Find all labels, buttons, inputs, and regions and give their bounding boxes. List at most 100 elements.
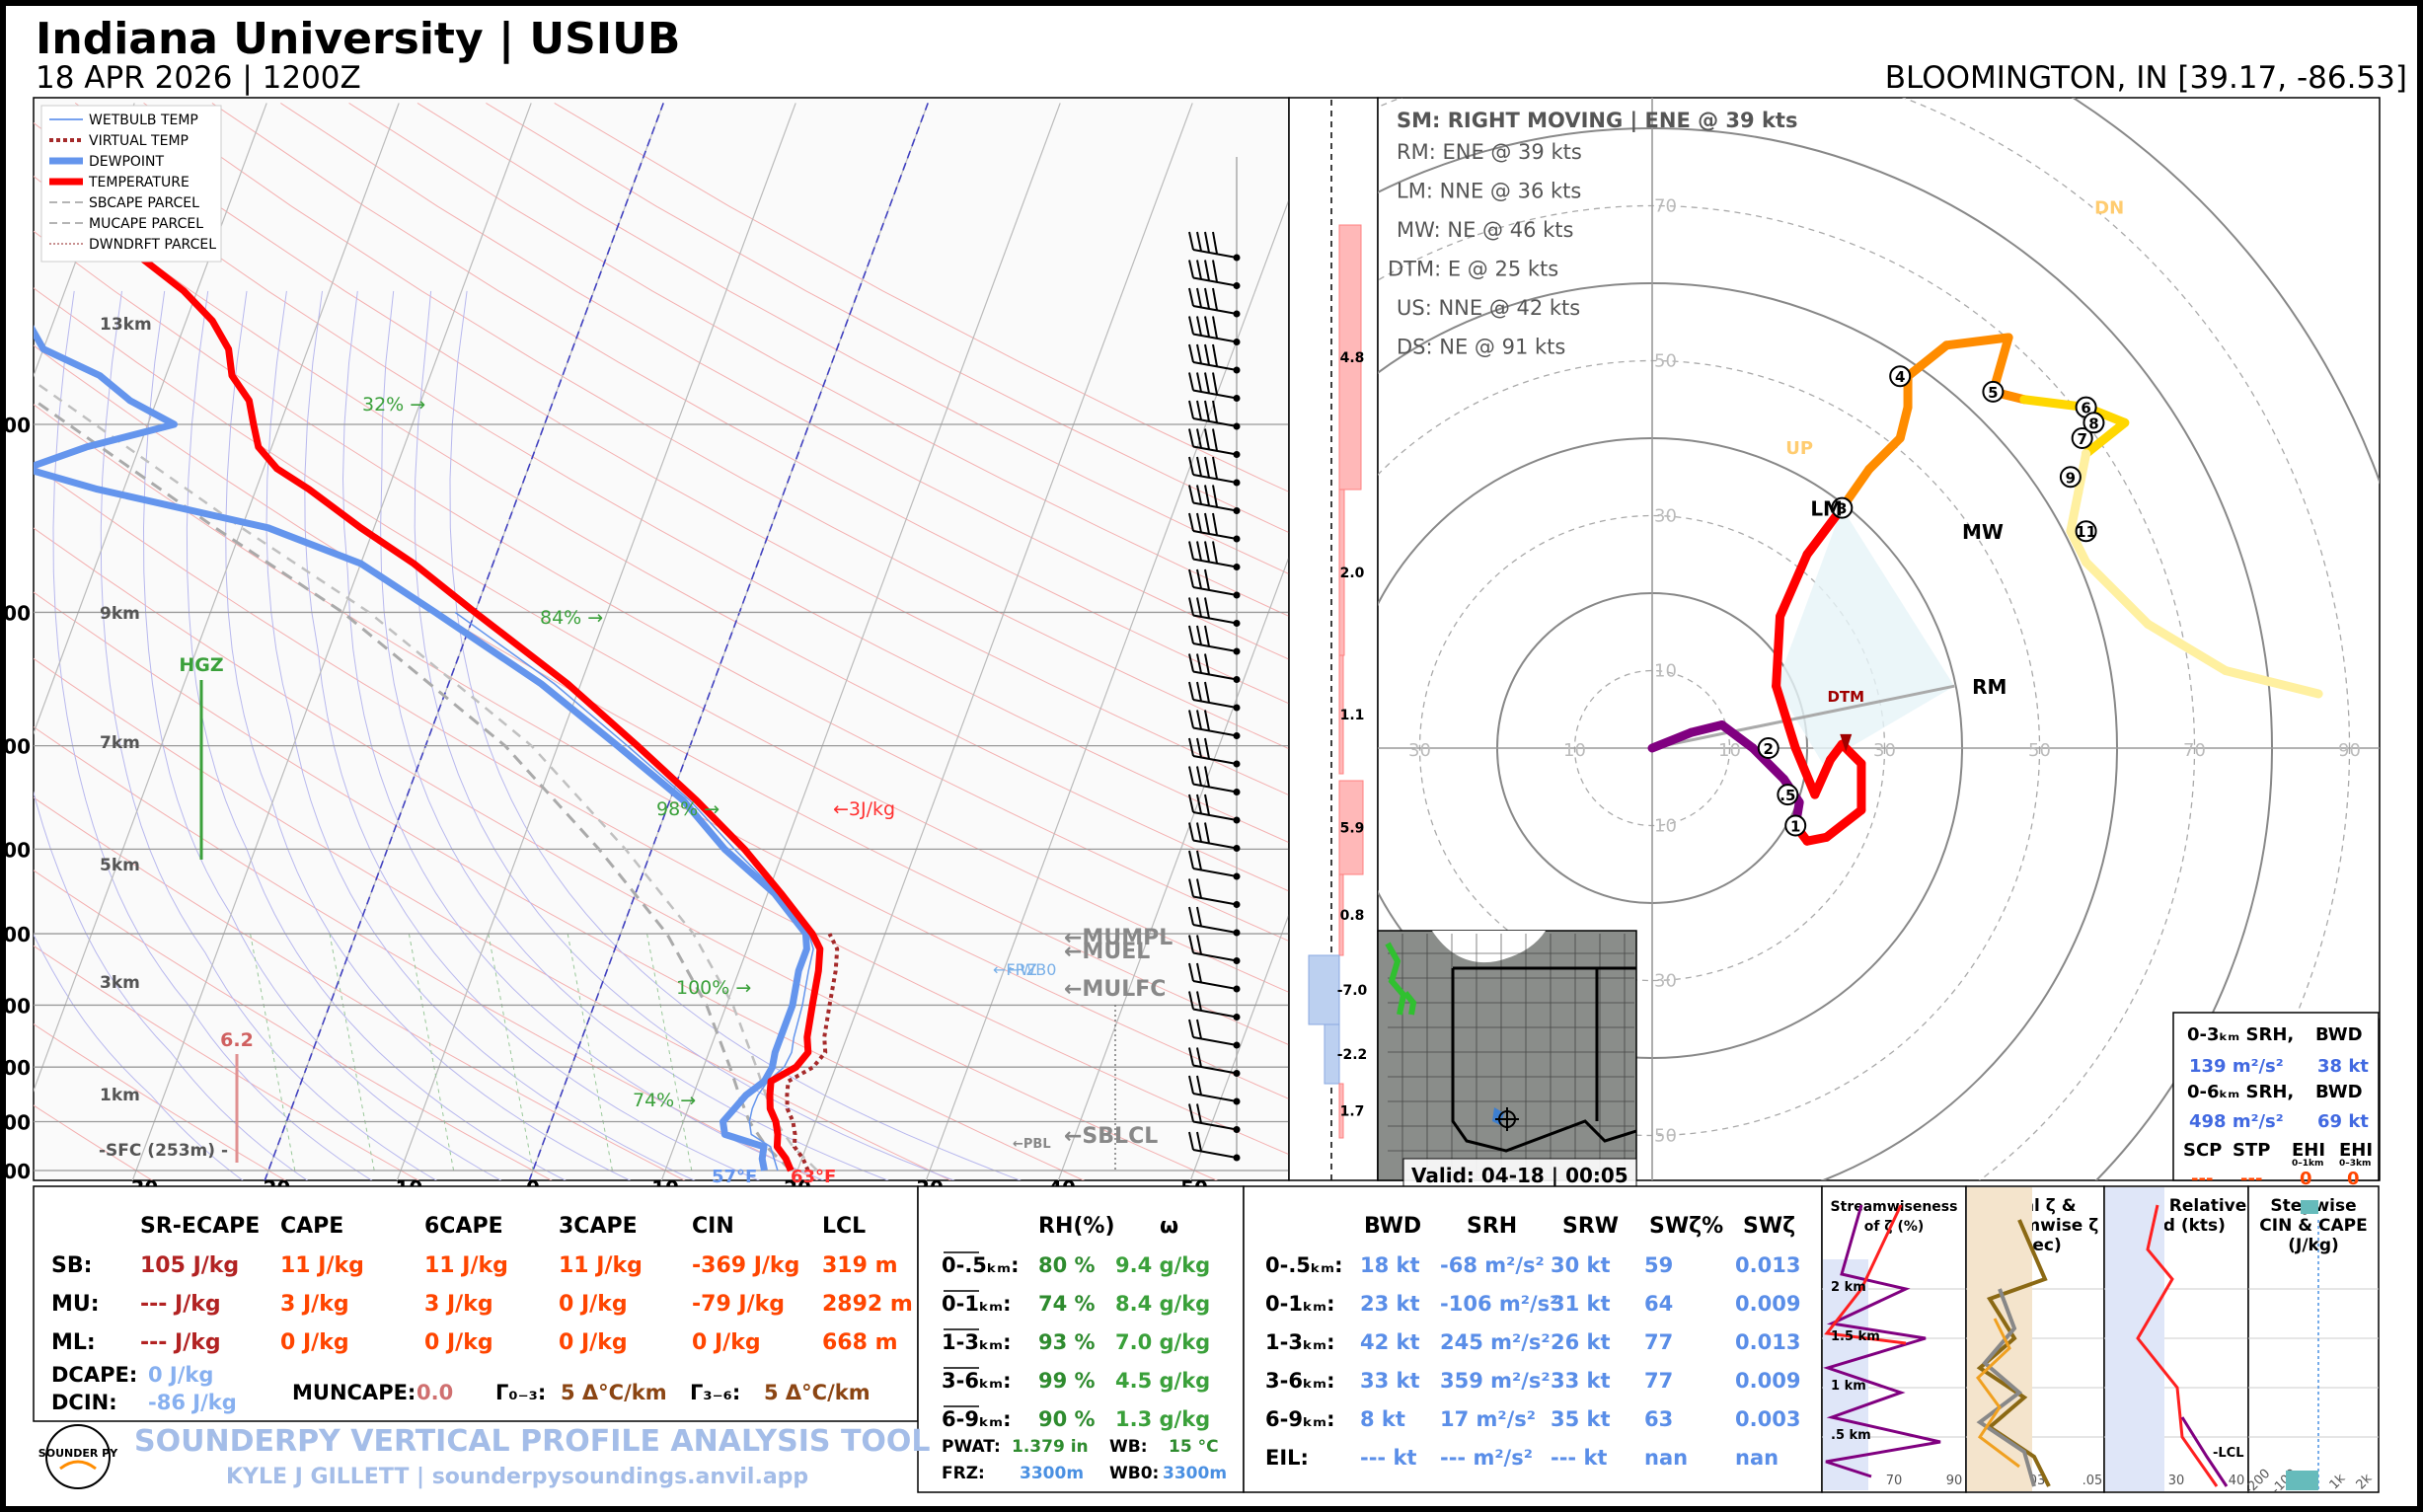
- wind-barb-flag: [1196, 822, 1202, 843]
- kinematic-row-label: 3-6ₖₘ:: [1265, 1369, 1335, 1393]
- storm-motion-entry: US: NNE @ 42 kts: [1397, 296, 1580, 320]
- height-label: 7km: [100, 733, 140, 753]
- height-marker: [1831, 496, 1854, 519]
- wind-barb-flag: [1212, 260, 1218, 282]
- up-marker: UP: [1785, 438, 1813, 459]
- kinematic-cell: -68 m²/s²: [1440, 1253, 1545, 1277]
- srh-row2-label: 0-6ₖₘ SRH,: [2187, 1082, 2294, 1102]
- dtm-triangle: [1840, 733, 1853, 752]
- moisture-table-frame: [917, 1185, 1245, 1493]
- index-label: STP: [2233, 1140, 2270, 1161]
- rh-annotation: 98% →: [656, 798, 719, 820]
- wind-barb-flag: [1196, 231, 1202, 252]
- logo-swoosh: [59, 1460, 97, 1471]
- wind-barb-flag: [1188, 287, 1194, 307]
- wind-barb-flag: [1204, 343, 1210, 365]
- cape-bar: [2301, 1200, 2318, 1214]
- index-sub: 0–3km: [2339, 1159, 2371, 1169]
- pressure-tick-label: 700: [6, 994, 31, 1018]
- thermo-cell: -79 J/kg: [692, 1292, 785, 1317]
- hodograph-segment: [1810, 755, 1836, 799]
- wind-barb-flag: [1188, 512, 1194, 532]
- thermo-cell: 0 J/kg: [559, 1330, 628, 1355]
- thermo-row-label: SB:: [51, 1253, 92, 1278]
- thermo-cell: 2892 m: [822, 1292, 913, 1317]
- wind-barb-flag: [1204, 794, 1210, 815]
- wind-barb-flag: [1196, 794, 1202, 814]
- legend-entry: MUCAPE PARCEL: [89, 216, 203, 232]
- thermo-cell: 3 J/kg: [424, 1292, 493, 1317]
- wetbulb-profile: [454, 611, 814, 1172]
- thermo-cell: -369 J/kg: [692, 1253, 799, 1278]
- wind-barb-flag: [1212, 541, 1218, 564]
- dry-adiabat: [34, 1104, 154, 1180]
- wind-barb-flag: [1212, 316, 1218, 339]
- wind-barb-flag: [1196, 568, 1202, 589]
- theta-e-bar: [1324, 1023, 1340, 1085]
- page-title: Indiana University | USIUB: [36, 14, 681, 64]
- thermo-cell: 11 J/kg: [424, 1253, 508, 1278]
- wind-barb-flag: [1188, 1019, 1194, 1038]
- hodograph-segment: [1822, 805, 1866, 842]
- kinematic-cell: 0.009: [1735, 1369, 1800, 1393]
- hodograph-ring-label: 50: [1654, 351, 1677, 372]
- streamwiseness-line: [1823, 1204, 1941, 1478]
- rh-value: 80 %: [1038, 1253, 1096, 1277]
- wind-barb-flag: [1196, 991, 1202, 1012]
- height-marker: [1889, 365, 1912, 388]
- hodograph: 1010101030303030505050507070707090909090…: [1378, 98, 2380, 1180]
- height-marker: [1784, 814, 1807, 837]
- wind-barb-flag: [1196, 1103, 1202, 1124]
- skewt-profiles: [34, 186, 840, 1172]
- mini-lcl-label: -LCL: [2213, 1446, 2244, 1461]
- height-label: 13km: [100, 315, 152, 335]
- theta-e-value: 1.1: [1340, 708, 1365, 723]
- mw-marker: MW: [1962, 520, 2004, 544]
- hodograph-segment: [2066, 488, 2083, 536]
- mini-height-label: 2 km: [1831, 1280, 1866, 1295]
- index-label: SCP: [2183, 1140, 2222, 1161]
- mini1-shade: [1967, 1187, 2032, 1491]
- hodograph-ring-label: 10: [1563, 740, 1586, 761]
- thermo-header: SR-ECAPE: [140, 1214, 260, 1239]
- state-borders: [1451, 966, 1637, 1153]
- map-valid-label: Valid: 04-18 | 00:05: [1411, 1164, 1628, 1187]
- isotherm: [34, 103, 267, 735]
- isotherm: [131, 103, 532, 1180]
- wind-barb-flag: [1212, 400, 1218, 423]
- wb0-label: WB0:: [1109, 1464, 1159, 1483]
- thermo-table: SR-ECAPE CAPE 6CAPE 3CAPE CIN LCL SB: 105 J/kg 1…: [33, 1185, 919, 1422]
- storm-motion-entry: LM: NNE @ 36 kts: [1397, 180, 1581, 203]
- wind-barb-flag: [1212, 428, 1218, 451]
- kinematic-header: SWζ: [1743, 1214, 1795, 1239]
- theta-e-value: 5.9: [1340, 821, 1365, 837]
- wind-barb-flag: [1196, 1047, 1202, 1068]
- kinematic-cell: 77: [1644, 1330, 1673, 1354]
- pressure-tick-label: 200: [6, 414, 31, 437]
- theta-e-bar: [1308, 954, 1340, 1025]
- theta-e-bar: [1338, 1083, 1344, 1139]
- station-location: BLOOMINGTON, IN [39.17, -86.53]: [1884, 60, 2407, 96]
- rh-value: 93 %: [1038, 1330, 1096, 1354]
- dry-adiabat: [74, 102, 1289, 796]
- wind-barb-flag: [1204, 541, 1210, 563]
- muncape-label: MUNCAPE:: [292, 1381, 416, 1404]
- kinematic-cell: 77: [1644, 1369, 1673, 1393]
- wind-barb-flag: [1196, 512, 1202, 533]
- rm-vector: [1651, 684, 1955, 750]
- wind-barb-flag: [1188, 822, 1194, 841]
- index-label: EHI: [2292, 1140, 2325, 1161]
- wb-label: WB:: [1109, 1437, 1148, 1457]
- kinematic-cell: 0.013: [1735, 1253, 1800, 1277]
- kinematic-cell: 64: [1644, 1292, 1673, 1316]
- kinematic-table: BWD SRH SRW SWζ% SWζ 0-.5ₖₘ: 18 kt -68 m²/s² 30 …: [1243, 1185, 1823, 1493]
- thermo-cell: 0 J/kg: [692, 1330, 761, 1355]
- skewt-frame: [33, 97, 1290, 1181]
- mixing-ratio-value: 8.4 g/kg: [1115, 1292, 1210, 1316]
- wind-barb-flag: [1204, 485, 1210, 506]
- kinematic-cell: 17 m²/s²: [1440, 1407, 1536, 1431]
- kinematic-cell: 31 kt: [1551, 1292, 1611, 1316]
- lapse-03-label: Γ₀₋₃:: [495, 1381, 546, 1404]
- dry-adiabat: [34, 796, 686, 1180]
- rh-value: 99 %: [1038, 1369, 1096, 1393]
